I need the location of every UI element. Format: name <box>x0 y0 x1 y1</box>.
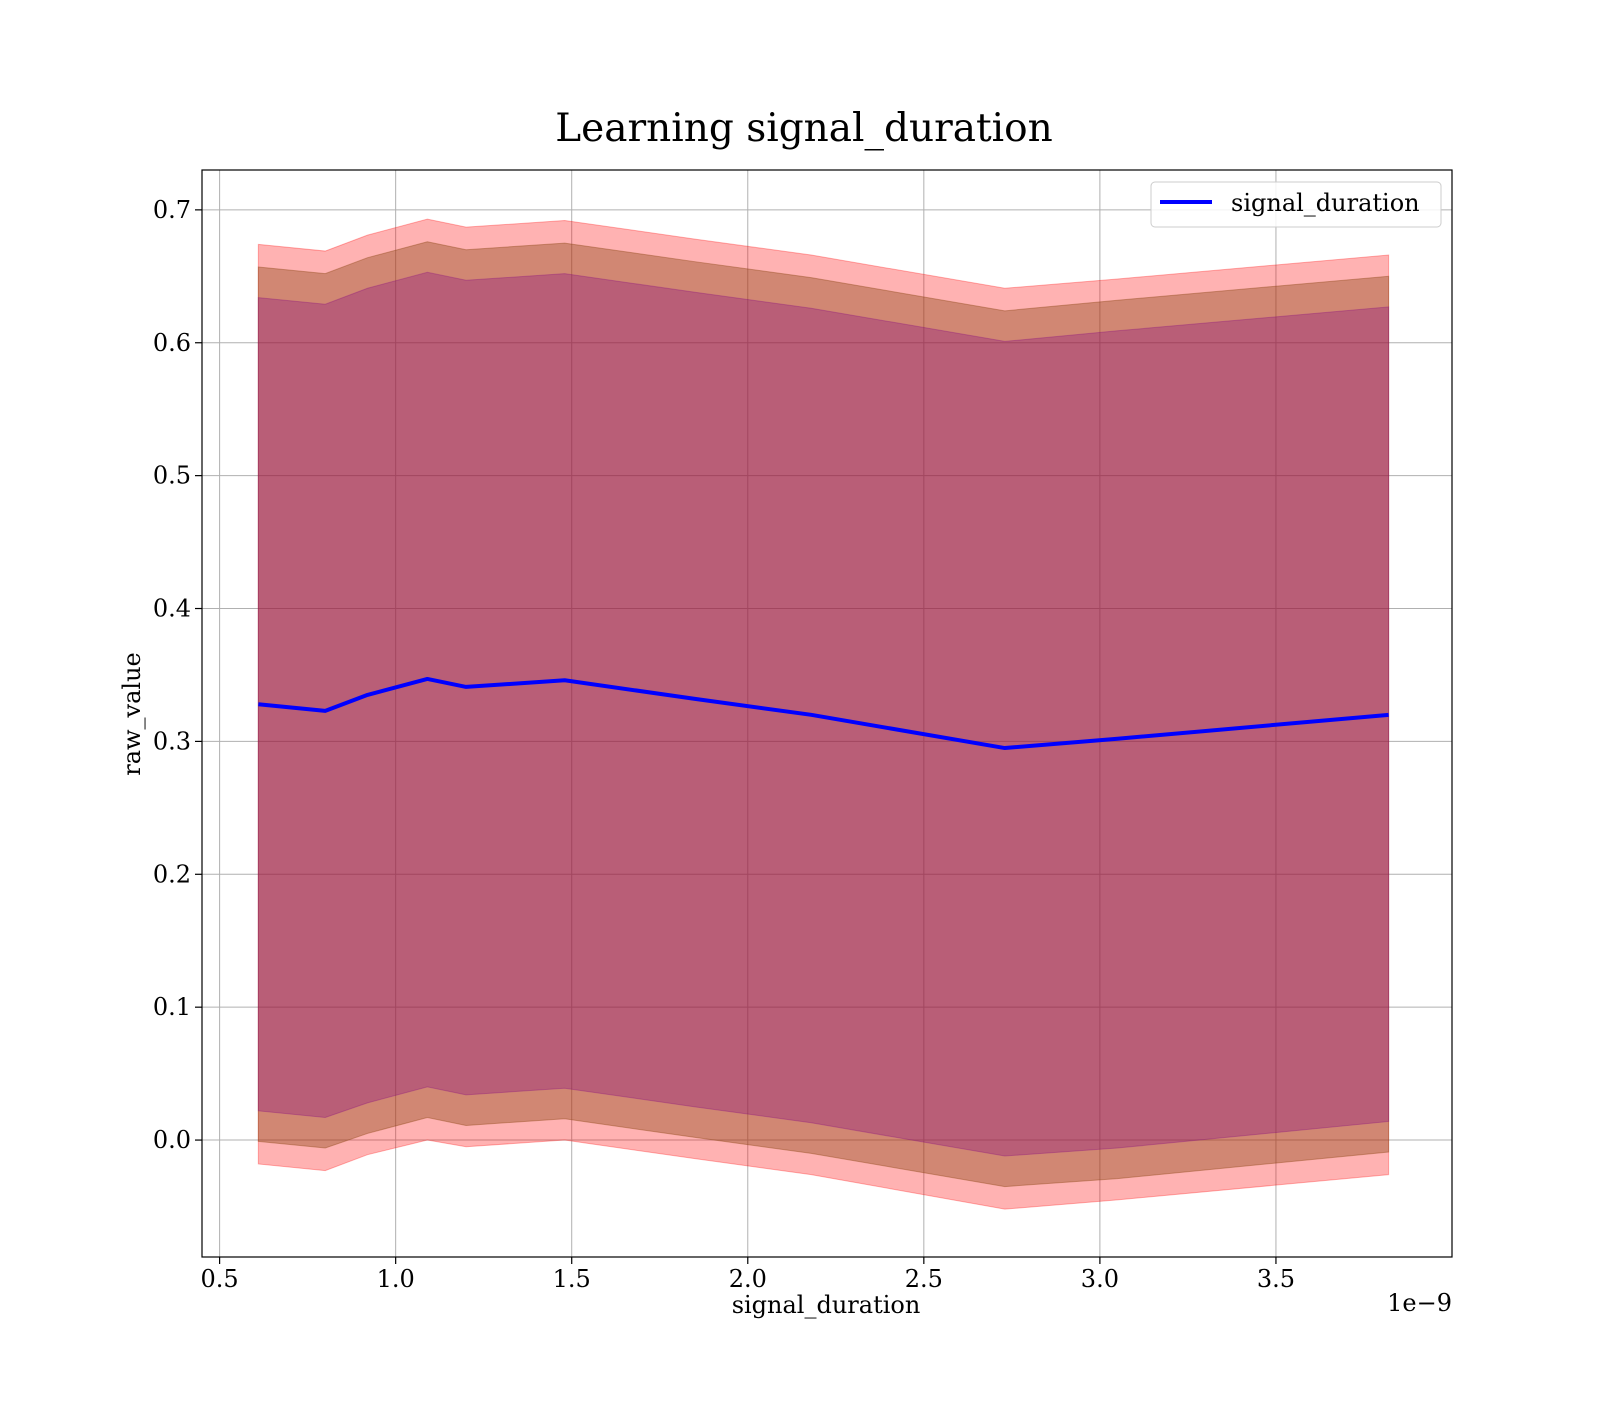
y-tick-label: 0.7 <box>153 196 191 224</box>
confidence-band <box>257 241 1390 1188</box>
x-tick-label: 1.5 <box>553 1265 591 1293</box>
x-tick-label: 3.0 <box>1081 1265 1119 1293</box>
legend-label: signal_duration <box>1231 189 1420 217</box>
confidence-band <box>257 218 1390 1210</box>
y-tick-label: 0.5 <box>153 462 191 490</box>
y-tick-label: 0.2 <box>153 860 191 888</box>
x-tick-label: 2.5 <box>905 1265 943 1293</box>
series-line <box>258 676 1389 751</box>
y-axis-label: raw_value <box>118 652 146 776</box>
x-axis-label: signal_duration <box>732 1291 921 1319</box>
x-axis-ticks: 0.5 1.0 1.5 2.0 2.5 3.0 3.5 <box>201 1257 1295 1293</box>
y-tick-label: 0.0 <box>153 1126 191 1154</box>
chart-title: Learning signal_duration <box>555 106 1052 151</box>
y-axis-ticks: 0.0 0.1 0.2 0.3 0.4 0.5 0.6 0.7 <box>153 196 202 1154</box>
x-tick-label: 1.0 <box>377 1265 415 1293</box>
confidence-band <box>257 271 1390 1157</box>
y-tick-label: 0.6 <box>153 329 191 357</box>
plot-frame <box>201 169 1453 1258</box>
legend-box <box>1150 181 1442 228</box>
legend: signal_duration <box>1150 181 1442 228</box>
y-tick-label: 0.1 <box>153 993 191 1021</box>
confidence-bands <box>257 218 1390 1210</box>
series-lines <box>258 676 1389 751</box>
x-axis-offset-label: 1e−9 <box>1387 1289 1452 1317</box>
x-tick-label: 2.0 <box>729 1265 767 1293</box>
y-tick-label: 0.4 <box>153 595 191 623</box>
y-tick-label: 0.3 <box>153 727 191 755</box>
x-tick-label: 3.5 <box>1257 1265 1295 1293</box>
grid-lines <box>202 170 1452 1257</box>
x-tick-label: 0.5 <box>201 1265 239 1293</box>
